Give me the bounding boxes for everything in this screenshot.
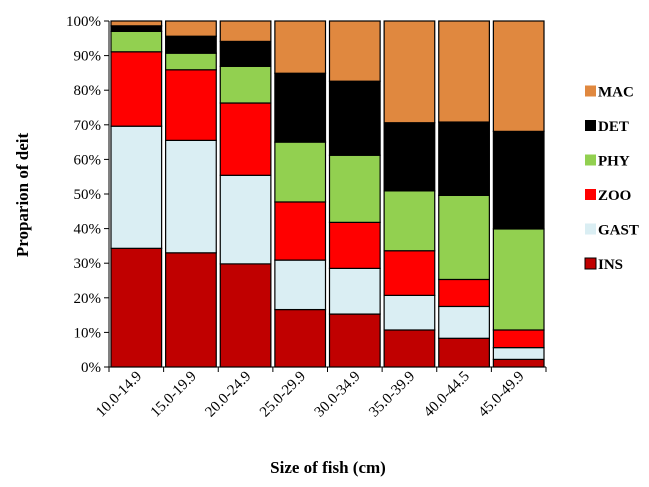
y-tick-label-0: 0% <box>81 360 101 376</box>
bar-segment-mac-20-0-24-9 <box>219 20 272 43</box>
bar-segment-gast-30-0-34-9 <box>328 267 381 315</box>
bar-segment-det-20-0-24-9 <box>219 40 272 67</box>
bar-segment-mac-15-0-19-9 <box>165 20 217 37</box>
bar-segment-ins-15-0-19-9 <box>165 252 217 368</box>
y-tick-label-100: 100% <box>66 14 101 30</box>
legend-label-zoo: ZOO <box>598 188 631 204</box>
legend-label-gast: GAST <box>598 223 639 239</box>
bar-segment-mac-25-0-29-9 <box>274 20 327 74</box>
bar-segment-ins-10-0-14-9 <box>110 247 163 368</box>
x-tick-label-25-0-29-9: 25.0-29.9 <box>257 369 309 421</box>
bars-layer <box>110 20 545 368</box>
bar-segment-ins-25-0-29-9 <box>274 308 327 368</box>
bar-segment-ins-20-0-24-9 <box>219 263 272 368</box>
bar-segment-phy-30-0-34-9 <box>328 154 381 223</box>
legend-swatch-zoo <box>585 189 596 200</box>
bar-segment-det-45-0-49-9 <box>492 130 545 230</box>
x-tick-label-40-0-44-5: 40.0-44.5 <box>421 369 473 421</box>
x-axis-title: Size of fish (cm) <box>270 458 386 477</box>
x-tick-label-15-0-19-9: 15.0-19.9 <box>148 369 200 421</box>
bar-segment-det-10-0-14-9 <box>110 25 163 32</box>
legend-swatch-det <box>585 120 596 131</box>
bar-segment-mac-30-0-34-9 <box>328 20 381 82</box>
y-tick-label-50: 50% <box>74 187 102 203</box>
bar-segment-phy-10-0-14-9 <box>110 30 163 53</box>
bar-segment-ins-45-0-49-9 <box>492 358 545 368</box>
legend-label-det: DET <box>598 119 629 135</box>
bar-segment-gast-25-0-29-9 <box>274 259 327 311</box>
bar-segment-gast-10-0-14-9 <box>110 125 163 249</box>
bar-segment-mac-10-0-14-9 <box>110 20 163 27</box>
bar-segment-zoo-25-0-29-9 <box>274 201 327 261</box>
bar-segment-det-35-0-39-9 <box>383 122 436 192</box>
bar-segment-zoo-30-0-34-9 <box>328 221 381 269</box>
bar-segment-det-15-0-19-9 <box>165 35 217 54</box>
bar-segment-gast-35-0-39-9 <box>383 294 436 331</box>
legend-label-mac: MAC <box>598 85 634 101</box>
legend-swatch-mac <box>585 85 596 97</box>
x-tick-label-45-0-49-9: 45.0-49.9 <box>476 369 528 421</box>
bar-segment-mac-45-0-49-9 <box>492 20 545 132</box>
bar-segment-phy-40-0-44-5 <box>438 194 490 281</box>
bar-segment-gast-20-0-24-9 <box>219 174 272 265</box>
y-tick-label-30: 30% <box>74 256 102 272</box>
bar-segment-ins-40-0-44-5 <box>438 337 490 368</box>
x-tick-label-30-0-34-9: 30.0-34.9 <box>312 369 364 421</box>
x-tick-label-20-0-24-9: 20.0-24.9 <box>202 369 254 421</box>
bar-segment-phy-15-0-19-9 <box>165 52 217 71</box>
y-tick-label-70: 70% <box>74 118 102 134</box>
bar-segment-phy-25-0-29-9 <box>274 141 327 203</box>
bar-segment-det-40-0-44-5 <box>438 121 490 196</box>
y-tick-label-90: 90% <box>74 49 102 65</box>
legend-label-ins: INS <box>598 257 623 273</box>
bar-segment-zoo-40-0-44-5 <box>438 278 490 308</box>
y-tick-label-40: 40% <box>74 222 102 238</box>
y-tick-label-80: 80% <box>74 83 102 99</box>
bar-segment-phy-45-0-49-9 <box>492 228 545 331</box>
bar-segment-zoo-10-0-14-9 <box>110 51 163 127</box>
legend-swatch-gast <box>585 223 596 235</box>
legend-label-phy: PHY <box>598 154 630 170</box>
legend: MAC DET PHY ZOO GAST INS <box>584 85 639 273</box>
bar-segment-gast-45-0-49-9 <box>492 347 545 360</box>
bar-segment-ins-30-0-34-9 <box>328 313 381 368</box>
x-tick-label-10-0-14-9: 10.0-14.9 <box>93 369 145 421</box>
bar-segment-det-30-0-34-9 <box>328 80 381 156</box>
bar-segment-ins-35-0-39-9 <box>383 329 436 368</box>
y-tick-label-10: 10% <box>74 325 102 341</box>
bar-segment-phy-35-0-39-9 <box>383 190 436 252</box>
bar-segment-zoo-45-0-49-9 <box>492 329 545 349</box>
bar-segment-mac-35-0-39-9 <box>383 20 436 124</box>
bar-segment-gast-15-0-19-9 <box>165 139 217 254</box>
bar-segment-det-25-0-29-9 <box>274 72 327 143</box>
bar-segment-phy-20-0-24-9 <box>219 65 272 104</box>
y-tick-label-60: 60% <box>74 152 102 168</box>
bar-segment-zoo-15-0-19-9 <box>165 69 217 141</box>
bar-segment-mac-40-0-44-5 <box>438 20 490 123</box>
x-tick-label-35-0-39-9: 35.0-39.9 <box>366 369 418 421</box>
bar-segment-zoo-20-0-24-9 <box>219 102 272 176</box>
y-axis-title: Proparion of deit <box>13 132 32 257</box>
legend-swatch-phy <box>585 154 596 166</box>
bar-segment-gast-40-0-44-5 <box>438 305 490 339</box>
legend-swatch-ins <box>584 257 597 270</box>
bar-segment-zoo-35-0-39-9 <box>383 250 436 296</box>
y-tick-label-20: 20% <box>74 291 102 307</box>
